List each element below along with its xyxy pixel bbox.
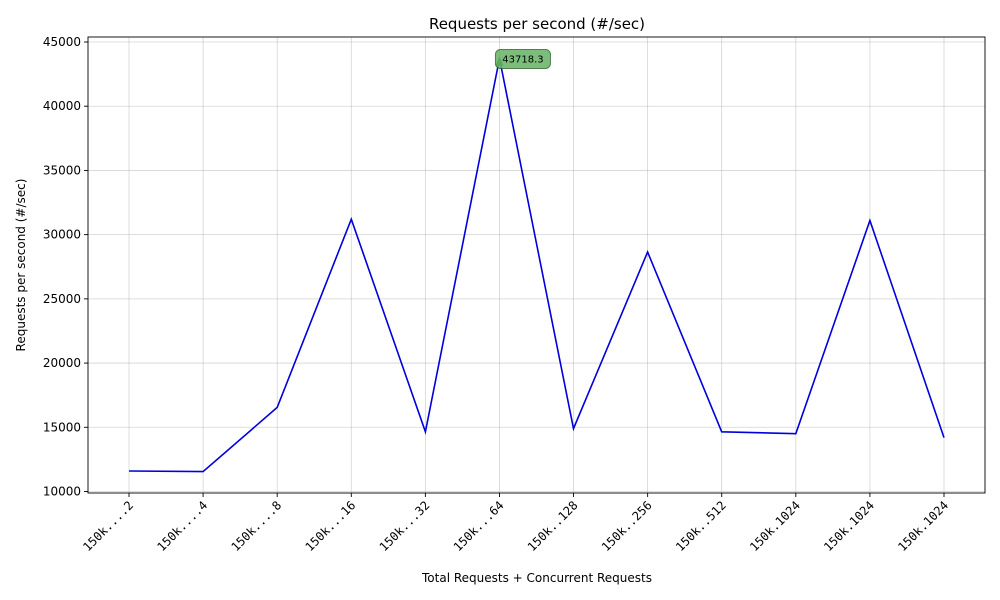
x-tick-label: 150k....8 — [228, 498, 284, 554]
y-tick-label: 40000 — [43, 99, 81, 113]
x-tick-label: 150k...64 — [451, 498, 507, 554]
x-tick-label: 150k..256 — [599, 498, 655, 554]
grid — [88, 37, 985, 493]
y-axis-label: Requests per second (#/sec) — [14, 179, 28, 352]
chart-title: Requests per second (#/sec) — [429, 15, 645, 33]
x-tick-label: 150k.1024 — [747, 498, 803, 554]
y-tick-label: 10000 — [43, 485, 81, 499]
x-tick-label: 150k..128 — [525, 498, 581, 554]
series-line — [128, 58, 945, 473]
y-axis: 10000 15000 20000 25000 30000 35000 40000 45000 — [43, 35, 88, 499]
annotation-box — [494, 48, 551, 69]
x-tick-label: 150k..512 — [673, 498, 729, 554]
y-tick-label: 25000 — [43, 292, 81, 306]
x-axis-label: Total Requests + Concurrent Requests — [421, 571, 652, 585]
series-layer — [128, 58, 945, 473]
plot-frame — [87, 36, 986, 494]
x-tick-label: 150k....4 — [154, 498, 210, 554]
x-tick-label: 150k...32 — [377, 498, 433, 554]
annotation-label: 43718.3 — [502, 54, 543, 65]
annotation-layer: 43718.3 — [494, 48, 551, 69]
x-tick-label: 150k....2 — [80, 498, 136, 554]
y-tick-label: 20000 — [43, 356, 81, 370]
x-tick-label: 150k.1024 — [821, 498, 877, 554]
y-tick-label: 45000 — [43, 35, 81, 49]
y-tick-label: 30000 — [43, 228, 81, 242]
x-tick-label: 150k.1024 — [895, 498, 951, 554]
x-tick-label: 150k...16 — [303, 498, 359, 554]
y-tick-label: 15000 — [43, 420, 81, 434]
x-axis: 150k....2 150k....4 150k....8 150k...16 150k… — [80, 493, 951, 554]
y-tick-label: 35000 — [43, 163, 81, 177]
